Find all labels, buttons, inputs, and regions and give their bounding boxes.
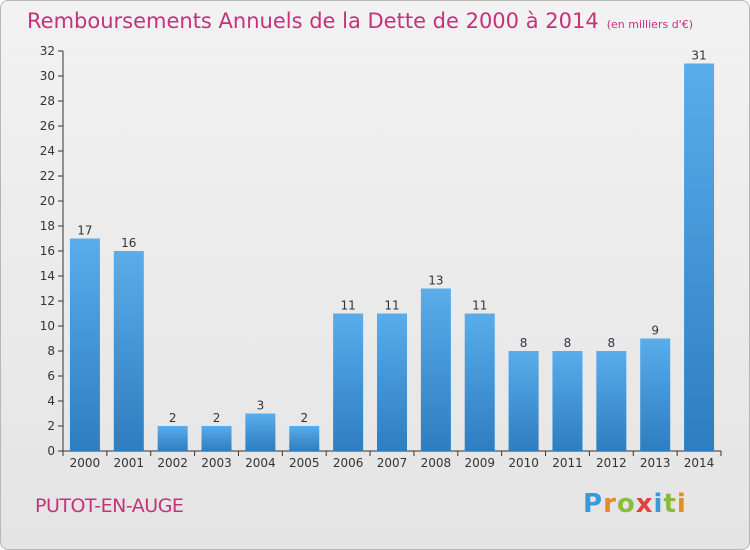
bar-value-label: 13 xyxy=(428,274,443,288)
x-tick-label: 2013 xyxy=(640,456,671,470)
bar-value-label: 2 xyxy=(300,411,308,425)
y-tick-label: 20 xyxy=(40,194,55,208)
bar xyxy=(684,63,715,451)
bar-value-label: 11 xyxy=(472,299,487,313)
x-tick-label: 2012 xyxy=(596,456,627,470)
y-tick-label: 30 xyxy=(40,69,55,83)
x-tick-label: 2006 xyxy=(333,456,364,470)
x-tick-label: 2007 xyxy=(377,456,408,470)
bar-value-label: 2 xyxy=(169,411,177,425)
bar-labels-group: 17 16 2 2 3 2 11 11 13 11 8 8 8 9 31 xyxy=(77,49,706,426)
bar xyxy=(333,313,364,451)
bar-value-label: 16 xyxy=(121,236,136,250)
bar xyxy=(420,288,451,451)
y-tick-label: 10 xyxy=(40,319,55,333)
logo-letter: r xyxy=(603,489,617,519)
bar-value-label: 3 xyxy=(257,399,265,413)
x-tick-label: 2002 xyxy=(157,456,188,470)
chart-title: Remboursements Annuels de la Dette de 20… xyxy=(27,9,599,33)
bar xyxy=(377,313,407,451)
bar xyxy=(552,351,583,451)
x-tick-label: 2005 xyxy=(289,456,320,470)
bar xyxy=(245,413,276,451)
bar-value-label: 8 xyxy=(608,336,616,350)
bar xyxy=(69,238,100,451)
x-tick-label: 2003 xyxy=(201,456,232,470)
x-tick-label: 2010 xyxy=(508,456,539,470)
y-tick-label: 22 xyxy=(40,169,55,183)
y-tick-label: 8 xyxy=(47,344,55,358)
y-tick-label: 28 xyxy=(40,94,55,108)
bar xyxy=(157,426,188,451)
bar xyxy=(201,426,232,451)
y-tick-label: 26 xyxy=(40,119,55,133)
bar xyxy=(508,351,539,451)
bar-value-label: 9 xyxy=(651,324,659,338)
logo-letter: o xyxy=(616,489,636,519)
y-tick-label: 6 xyxy=(47,369,55,383)
logo-letter: i xyxy=(653,489,664,519)
bar xyxy=(640,338,671,451)
x-tick-label: 2001 xyxy=(114,456,145,470)
bar xyxy=(464,313,495,451)
y-tick-label: 16 xyxy=(40,244,55,258)
chart-title-block: Remboursements Annuels de la Dette de 20… xyxy=(27,9,693,33)
x-tick-label: 2000 xyxy=(70,456,101,470)
logo-letter: x xyxy=(635,489,654,519)
logo-letter: i xyxy=(676,489,687,519)
y-tick-label: 12 xyxy=(40,294,55,308)
x-tick-label: 2009 xyxy=(464,456,495,470)
x-tick-label: 2008 xyxy=(421,456,452,470)
y-tick-label: 0 xyxy=(47,444,55,458)
bar-value-label: 8 xyxy=(520,336,528,350)
logo-letter: t xyxy=(663,489,677,519)
y-tick-label: 2 xyxy=(47,419,55,433)
logo-letter: P xyxy=(583,489,604,519)
y-tick-label: 24 xyxy=(40,144,55,158)
bar-value-label: 31 xyxy=(691,49,706,63)
chart-unit: (en milliers d'€) xyxy=(606,18,693,31)
bar-value-label: 8 xyxy=(564,336,572,350)
bar-value-label: 11 xyxy=(384,299,399,313)
y-tick-label: 18 xyxy=(40,219,55,233)
bar xyxy=(289,426,320,451)
x-tick-label: 2014 xyxy=(684,456,715,470)
bar-value-label: 2 xyxy=(213,411,221,425)
x-tick-label: 2011 xyxy=(552,456,583,470)
y-tick-label: 4 xyxy=(47,394,55,408)
bars-group xyxy=(69,63,715,451)
y-tick-label: 14 xyxy=(40,269,55,283)
proxiti-logo: Proxiti xyxy=(583,489,687,519)
x-axis: 2000 2001 2002 2003 2004 2005 2006 2007 2008 2009… xyxy=(62,450,722,470)
bar-value-label: 17 xyxy=(77,224,92,238)
commune-name: PUTOT-EN-AUGE xyxy=(35,495,184,517)
x-tick-label: 2004 xyxy=(245,456,276,470)
y-tick-label: 32 xyxy=(40,44,55,58)
bar-value-label: 11 xyxy=(340,299,355,313)
bar xyxy=(596,351,627,451)
bar xyxy=(113,251,144,451)
